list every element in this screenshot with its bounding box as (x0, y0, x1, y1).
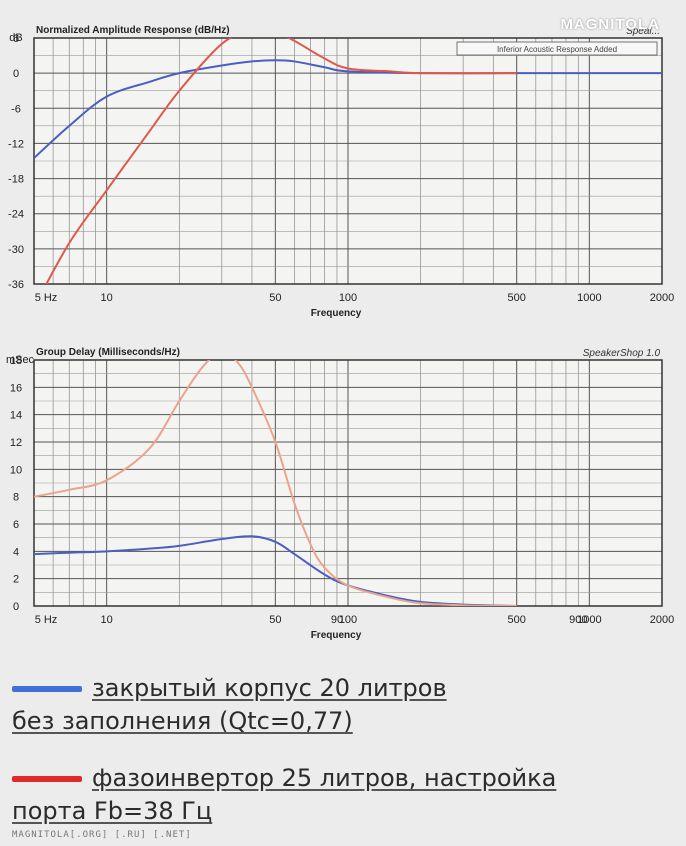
y-tick-label: 18 (10, 355, 22, 367)
legend-swatch-blue (12, 686, 82, 692)
chart-brand: SpeakerShop 1.0 (583, 348, 661, 359)
series-line-1 (45, 38, 517, 284)
watermark-footer: MAGNITOLA[.ORG] [.RU] [.NET] (12, 830, 192, 840)
x-tick-label: 500 (508, 614, 526, 626)
y-tick-label: -6 (11, 103, 21, 115)
series-line-1 (34, 360, 517, 606)
y-tick-label: 12 (10, 437, 22, 449)
group-delay-chart: Group Delay (Milliseconds/Hz) SpeakerShop… (0, 340, 686, 650)
y-tick-label: 4 (13, 546, 19, 558)
x-tick-label: 50 (269, 292, 281, 304)
legend-label-line1: закрытый корпус 20 литров (92, 674, 447, 702)
y-tick-label: -30 (8, 244, 24, 256)
y-tick-label: 8 (13, 492, 19, 504)
y-tick-label: 0 (13, 601, 19, 613)
y-tick-label: -18 (8, 174, 24, 186)
x-tick-label: 2000 (650, 614, 674, 626)
y-tick-label: 6 (13, 519, 19, 531)
legend-label-line2: без заполнения (Qtc=0,77) (12, 707, 353, 735)
x-tick-label: 100 (339, 614, 357, 626)
series-line-0 (34, 535, 517, 606)
group-delay-svg: Group Delay (Milliseconds/Hz) SpeakerShop… (6, 347, 674, 641)
chart-brand: Speal... (626, 26, 660, 37)
x-tick-label: 5 Hz (35, 614, 58, 626)
x-tick-label: 1000 (577, 292, 601, 304)
amplitude-response-svg: Normalized Amplitude Response (dB/Hz) Spe… (8, 25, 674, 319)
y-tick-label: -36 (8, 279, 24, 291)
note-box (456, 41, 658, 56)
plot-frame (33, 37, 663, 285)
chart-title: Normalized Amplitude Response (dB/Hz) (36, 25, 230, 36)
legend-swatch-red (12, 776, 82, 782)
amplitude-response-chart: Normalized Amplitude Response (dB/Hz) Spe… (0, 8, 686, 328)
legend-label-line1: фазоинвертор 25 литров, настройка (92, 764, 557, 792)
y-tick-label: 6 (13, 33, 19, 45)
x-tick-label: 100 (339, 292, 357, 304)
x-axis-label: Frequency (311, 308, 362, 319)
x-axis-label: Frequency (311, 630, 362, 641)
legend-item-bass-reflex: фазоинвертор 25 литров, настройка порта … (12, 762, 556, 828)
legend: закрытый корпус 20 литров без заполнения… (12, 672, 672, 832)
x-tick-label: 1000 (577, 614, 601, 626)
note-text: Inferior Acoustic Response Added (497, 45, 617, 54)
legend-item-closed-box: закрытый корпус 20 литров без заполнения… (12, 672, 447, 738)
plot-frame (33, 359, 663, 607)
x-tick-label: 500 (508, 292, 526, 304)
x-tick-label: 5 Hz (35, 292, 58, 304)
y-tick-label: 0 (13, 68, 19, 80)
y-axis-label: dB (9, 32, 22, 44)
chart-title: Group Delay (Milliseconds/Hz) (36, 347, 180, 358)
y-tick-label: 10 (10, 464, 22, 476)
y-tick-label: 14 (10, 410, 22, 422)
x-tick-label: 2000 (650, 292, 674, 304)
y-tick-label: 16 (10, 382, 22, 394)
x-tick-label: 50 (269, 614, 281, 626)
y-tick-label: 2 (13, 574, 19, 586)
x-tick-label: 900 (569, 614, 587, 626)
y-tick-label: -24 (8, 209, 24, 221)
x-tick-label: 10 (101, 292, 113, 304)
y-tick-label: -12 (8, 138, 24, 150)
x-tick-label: 90 (331, 614, 343, 626)
legend-label-line2: порта Fb=38 Гц (12, 797, 213, 825)
watermark-logo: MAGNITOLA (560, 16, 660, 33)
y-axis-label: mSec (6, 354, 35, 366)
x-tick-label: 10 (101, 614, 113, 626)
